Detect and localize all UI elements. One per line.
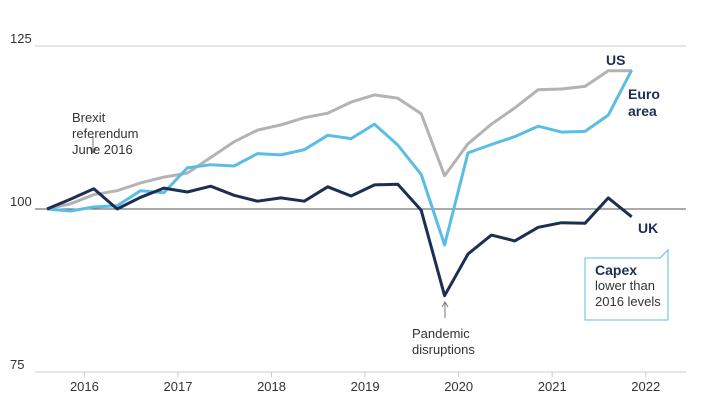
- annotation: disruptions: [412, 342, 475, 357]
- x-tick-label: 2016: [70, 379, 99, 394]
- annotation: lower than: [595, 278, 655, 293]
- y-tick-label: 125: [10, 31, 32, 46]
- x-tick-label: 2021: [538, 379, 567, 394]
- arrow-head: [441, 301, 449, 308]
- annotation: Pandemic: [412, 326, 470, 341]
- y-tick-label: 75: [10, 357, 24, 372]
- x-tick-label: 2019: [351, 379, 380, 394]
- arrow-head: [89, 147, 97, 154]
- series-label: Euro area: [628, 86, 660, 119]
- series-line: [46, 69, 634, 247]
- callout-box: [584, 248, 669, 321]
- series-label: UK: [638, 220, 659, 236]
- x-tick-label: 2020: [444, 379, 473, 394]
- annotation: referendum: [72, 126, 139, 141]
- series-label: US: [606, 52, 626, 68]
- annotation: Brexit: [72, 110, 106, 125]
- annotation: 2016 levels: [595, 294, 661, 309]
- x-tick-label: 2018: [257, 379, 286, 394]
- grid: 75 100 125 2016 2017 2018 2019 2020 2021 2022: [10, 31, 686, 394]
- x-tick-label: 2017: [164, 379, 193, 394]
- annotation: June 2016: [72, 142, 133, 157]
- annotation: Capex: [595, 262, 638, 278]
- x-tick-label: 2022: [631, 379, 660, 394]
- series-line: [46, 182, 633, 298]
- series-line: [46, 69, 632, 211]
- y-tick-label: 100: [10, 194, 32, 209]
